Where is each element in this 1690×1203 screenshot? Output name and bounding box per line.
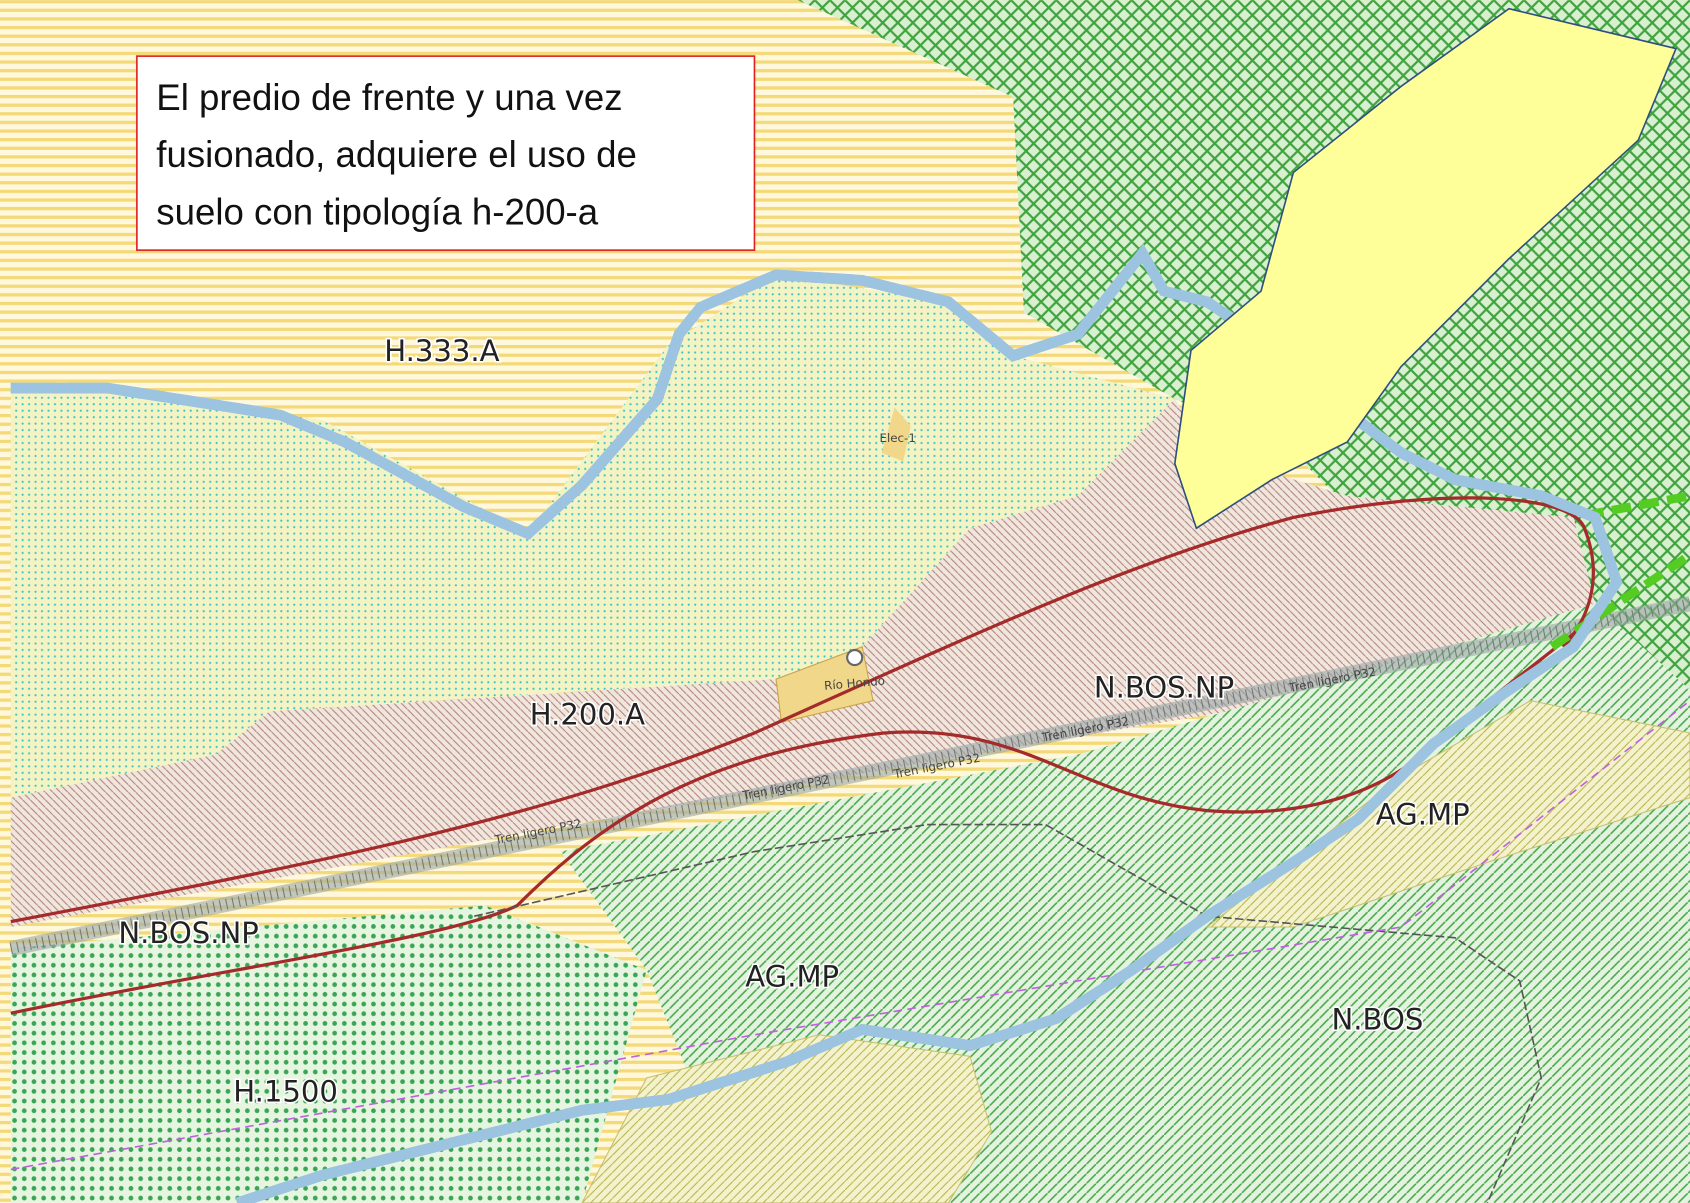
annotation: El predio de frente y una vez fusionado,… xyxy=(137,56,755,250)
annotation-line: fusionado, adquiere el uso de xyxy=(156,134,637,175)
zone-label: N.BOS xyxy=(1332,1002,1424,1036)
annotation-line: El predio de frente y una vez xyxy=(156,77,622,118)
zone-label: H.333.A xyxy=(384,334,499,368)
zone-label: AG.MP xyxy=(1376,798,1470,832)
zone-label: N.BOS.NP xyxy=(118,916,258,950)
point xyxy=(847,650,862,665)
zone-h1500 xyxy=(11,905,647,1202)
zone-label: H.200.A xyxy=(530,697,645,731)
zone-label: H.1500 xyxy=(233,1075,338,1109)
map: H.333.A H.200.A N.BOS.NP N.BOS.NP AG.MP … xyxy=(0,0,1690,1203)
station-label: Elec-1 xyxy=(879,431,915,445)
annotation-line: suelo con tipología h-200-a xyxy=(156,191,598,232)
zone-label: N.BOS.NP xyxy=(1094,670,1234,704)
zone-label: AG.MP xyxy=(745,959,839,993)
